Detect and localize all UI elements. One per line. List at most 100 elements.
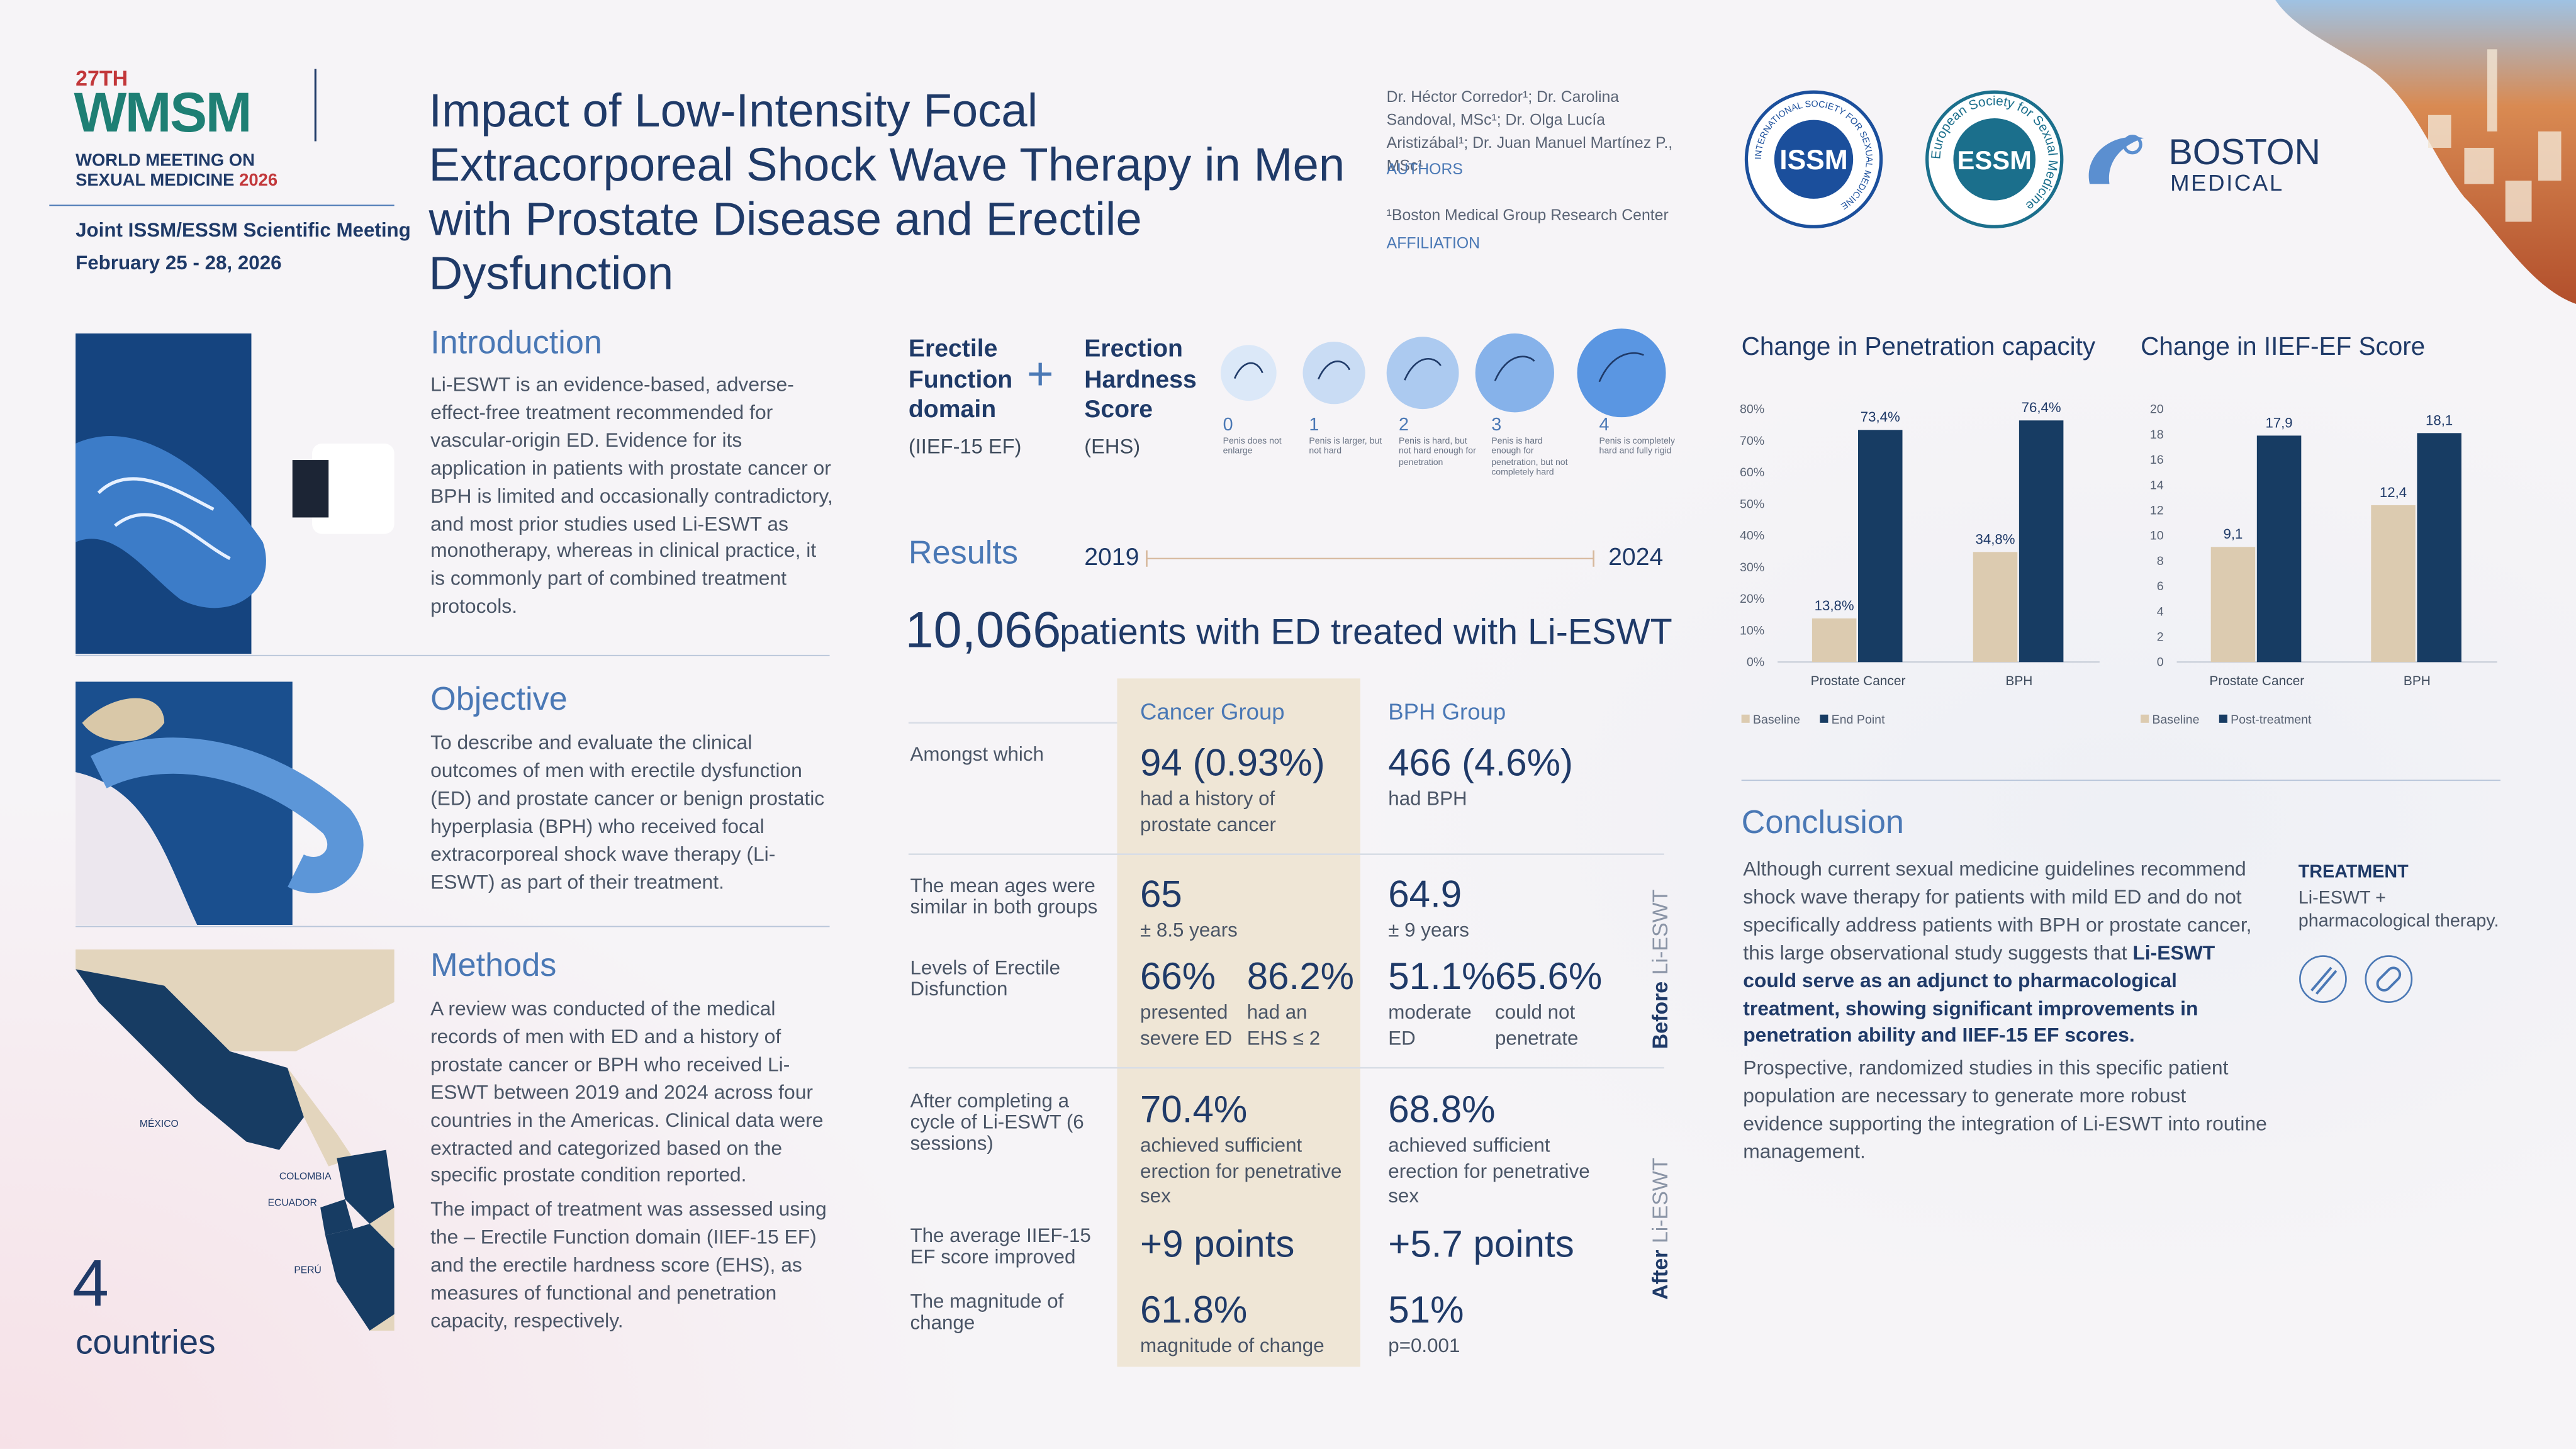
legend-swatch (2141, 714, 2149, 723)
stat-value: 86.2% (1246, 954, 1355, 997)
stat-note: had an EHS ≤ 2 (1246, 1000, 1321, 1049)
bar (2417, 433, 2461, 663)
ehs-grade: 2 (1399, 415, 1409, 435)
ehs-desc-box: Penis is completely hard and fully rigid (1599, 437, 1674, 457)
y-tick-label: 0% (1747, 656, 1764, 669)
y-tick-label: 20% (1740, 592, 1764, 606)
map-label: ECUADOR (268, 1197, 317, 1208)
measure-abbr: (EHS) (1084, 435, 1141, 459)
y-tick-label: 14 (2150, 478, 2164, 492)
results-heading: Results (908, 535, 1019, 572)
map-central (287, 1068, 354, 1166)
stat-note: could not penetrate (1494, 1000, 1579, 1049)
y-tick-label: 80% (1740, 403, 1764, 417)
phase-light: Li-ESWT (1649, 1158, 1672, 1243)
cancer-column (1117, 678, 1360, 1367)
group-heading: Cancer Group (1140, 698, 1285, 725)
ehs-icon (1386, 337, 1459, 410)
treatment-label: TREATMENT (2298, 862, 2409, 883)
row-label: Levels of Erectile Disfunction (910, 956, 1061, 1001)
stat-value: 65 (1140, 872, 1182, 915)
legend-swatch (1820, 714, 1828, 723)
legend-label: Baseline (2152, 713, 2199, 727)
stat-note: ± 9 years (1388, 918, 1469, 942)
section-heading: Objective (430, 681, 568, 718)
icon-device-glyph (2310, 966, 2338, 995)
y-tick-label: 4 (2157, 605, 2164, 618)
row-label: The average IIEF-15 EF score improved (910, 1224, 1091, 1268)
issm-core (1774, 120, 1854, 199)
stat-value: 466 (4.6%) (1388, 741, 1574, 784)
ehs-desc-box: Penis is larger, but not hard (1309, 437, 1382, 457)
issm-name: ISSM (1779, 145, 1848, 176)
y-tick-label: 8 (2157, 554, 2164, 568)
phase-label: Before Li-ESWT (1649, 890, 1672, 1049)
plus: + (1026, 348, 1054, 400)
stat-note: achieved sufficient erection for penetra… (1388, 1133, 1590, 1208)
essm-name: ESSM (1957, 145, 2032, 175)
value-label: 12,4 (2380, 484, 2407, 500)
ehs-grade: 1 (1309, 415, 1319, 435)
stat-value: 51% (1388, 1288, 1464, 1331)
logo-line: SEXUAL MEDICINE 2026 (76, 171, 277, 191)
y-tick-label: 50% (1740, 497, 1764, 511)
boston-mark (2088, 137, 2144, 184)
boston-name: BOSTON (2168, 132, 2321, 172)
ehs-icon (1302, 342, 1365, 405)
section-heading: Introduction (430, 325, 602, 362)
boston-mark-dot (2122, 135, 2142, 155)
map-peru (325, 1224, 395, 1331)
group-heading: BPH Group (1388, 698, 1506, 725)
stat-value: 66% (1140, 954, 1216, 997)
legend-label: Baseline (1753, 713, 1800, 727)
ehs-grade: 0 (1223, 415, 1233, 435)
ehs-grade: 4 (1599, 415, 1610, 435)
row-label: The magnitude of change (910, 1289, 1064, 1334)
map-colombia (337, 1150, 395, 1224)
bar (1973, 552, 2018, 663)
stat-note: had a history of prostate cancer (1140, 786, 1276, 836)
ehs-glyph (1598, 352, 1644, 383)
measure-abbr: (IIEF-15 EF) (908, 435, 1022, 459)
city-photo (2275, 0, 2576, 305)
stat-value: +5.7 points (1388, 1222, 1574, 1265)
value-label: 73,4% (1861, 409, 1900, 425)
ehs-glyph (1318, 361, 1351, 380)
phase-bold: Before (1649, 982, 1672, 1049)
x-tick-label: BPH (2404, 674, 2431, 688)
authors: Dr. Héctor Corredor¹; Dr. Carolina Sando… (1386, 88, 1673, 176)
stat-note: moderate ED (1388, 1000, 1472, 1049)
countries-label: countries (76, 1324, 216, 1362)
conclusion-plain: Although current sexual medicine guideli… (1743, 857, 2252, 964)
measure-name: Erection Hardness Score (1084, 335, 1197, 424)
stat-note: magnitude of change (1140, 1334, 1324, 1357)
y-tick-label: 2 (2157, 630, 2164, 644)
device (312, 443, 395, 534)
year-start: 2019 (1084, 544, 1140, 572)
stat-value: 65.6% (1494, 954, 1603, 997)
logo-name: WMSM (74, 82, 252, 145)
ehs-icon (1577, 328, 1666, 418)
logo-edition: 27TH (76, 65, 128, 91)
y-tick-label: 0 (2157, 656, 2164, 669)
dates: February 25 - 28, 2026 (76, 251, 282, 275)
bar (1858, 430, 1903, 663)
section-text: Li-ESWT is an evidence-based, adverse-ef… (430, 372, 833, 618)
bar (1812, 618, 1857, 663)
logo-line: WORLD MEETING ON (76, 151, 255, 171)
treatment: Li-ESWT + pharmacological therapy. (2298, 888, 2499, 932)
section-text: The impact of treatment was assessed usi… (430, 1197, 827, 1332)
y-tick-label: 60% (1740, 466, 1764, 479)
stat-note: presented severe ED (1140, 1000, 1233, 1049)
ehs-desc-box: Penis is hard, but not hard enough for p… (1399, 437, 1476, 468)
y-tick-label: 16 (2150, 453, 2164, 467)
stat-value: 94 (0.93%) (1140, 741, 1325, 784)
y-tick-label: 30% (1740, 561, 1764, 574)
ehs-desc-box: Penis is hard enough for penetration, bu… (1491, 437, 1567, 478)
phase-light: Li-ESWT (1649, 890, 1672, 975)
icon-pill (2365, 955, 2413, 1003)
row-label: After completing a cycle of Li-ESWT (6 s… (910, 1089, 1084, 1155)
y-tick-label: 6 (2157, 579, 2164, 593)
logo-line-text: SEXUAL MEDICINE (76, 171, 235, 191)
